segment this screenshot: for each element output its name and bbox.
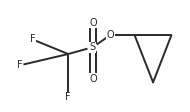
Text: F: F [65, 93, 71, 102]
Text: F: F [30, 34, 35, 44]
Text: S: S [90, 42, 96, 52]
Text: O: O [89, 74, 97, 84]
Text: O: O [106, 30, 114, 40]
Text: O: O [89, 18, 97, 28]
Text: F: F [17, 60, 22, 70]
